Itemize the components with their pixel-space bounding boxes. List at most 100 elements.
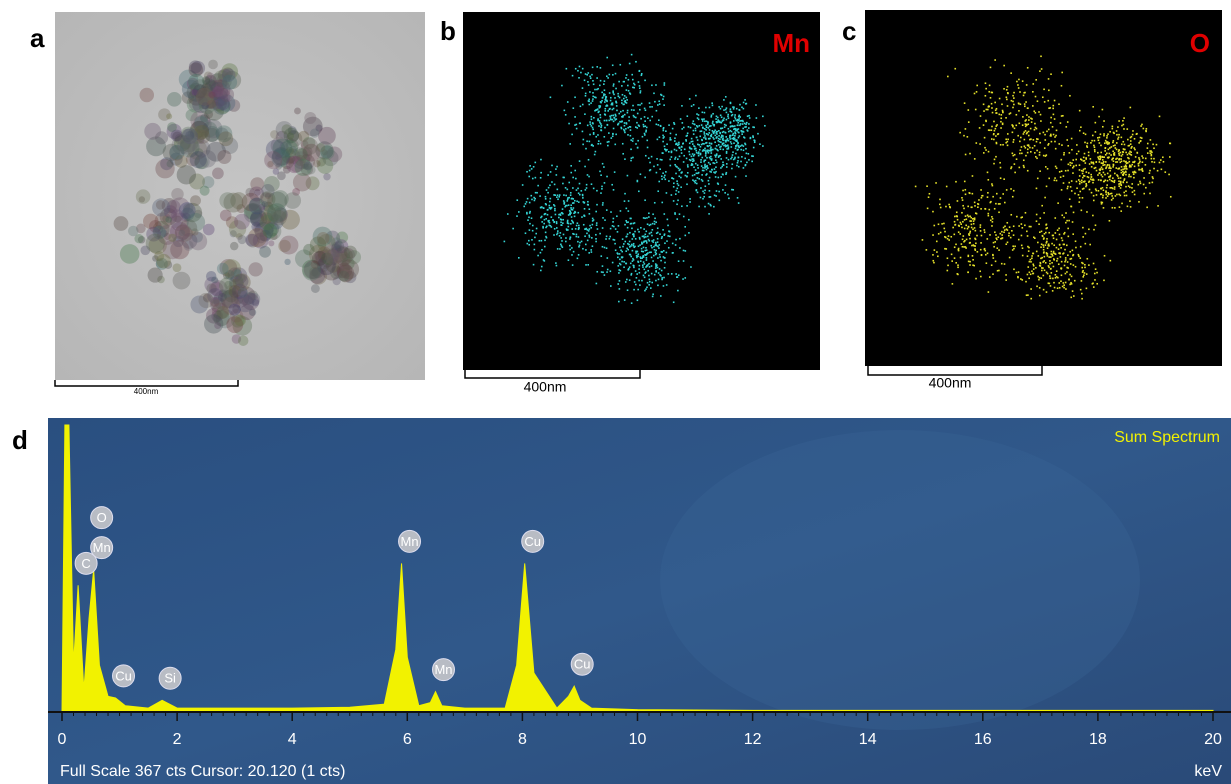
dot xyxy=(655,243,657,245)
dot xyxy=(915,186,917,188)
dot xyxy=(529,211,531,213)
dot xyxy=(593,188,595,190)
dot xyxy=(1088,264,1090,266)
dot xyxy=(994,130,996,132)
dot xyxy=(709,157,711,159)
dot xyxy=(668,230,670,232)
dot xyxy=(578,236,580,238)
dot xyxy=(631,228,633,230)
dot xyxy=(1071,258,1073,260)
dot xyxy=(1094,140,1096,142)
dot xyxy=(1043,212,1045,214)
dot xyxy=(643,126,645,128)
dot xyxy=(980,224,982,226)
dot xyxy=(639,244,641,246)
dot xyxy=(731,111,733,113)
dot xyxy=(1134,149,1136,151)
dot xyxy=(1168,174,1170,176)
dot xyxy=(708,213,710,215)
dot xyxy=(658,272,660,274)
dot xyxy=(1003,65,1005,67)
dot xyxy=(624,132,626,134)
dot xyxy=(1101,203,1103,205)
dot xyxy=(1132,191,1134,193)
dot xyxy=(617,257,619,259)
dot xyxy=(723,99,725,101)
dot xyxy=(1046,238,1048,240)
dot xyxy=(600,80,602,82)
dot xyxy=(674,213,676,215)
dot xyxy=(1035,96,1037,98)
dot xyxy=(1044,233,1046,235)
o-map xyxy=(865,10,1222,366)
dot xyxy=(996,142,998,144)
dot xyxy=(703,149,705,151)
dot xyxy=(971,227,973,229)
dot xyxy=(1103,133,1105,135)
dot xyxy=(681,205,683,207)
dot xyxy=(708,162,710,164)
dot xyxy=(720,146,722,148)
dot xyxy=(1170,143,1172,145)
dot xyxy=(1123,148,1125,150)
dot xyxy=(597,109,599,111)
dot xyxy=(579,66,581,68)
dot xyxy=(693,120,695,122)
dot xyxy=(621,128,623,130)
dot xyxy=(628,200,630,202)
dot xyxy=(532,230,534,232)
x-tick-label: 2 xyxy=(173,731,182,748)
particle xyxy=(235,315,246,326)
dot xyxy=(1109,179,1111,181)
dot xyxy=(623,104,625,106)
dot xyxy=(678,260,680,262)
dot xyxy=(735,133,737,135)
particle xyxy=(310,129,319,138)
dot xyxy=(627,110,629,112)
dot xyxy=(1106,141,1108,143)
dot xyxy=(531,168,533,170)
dot xyxy=(588,101,590,103)
dot xyxy=(733,142,735,144)
dot xyxy=(591,237,593,239)
dot xyxy=(646,127,648,129)
dot xyxy=(1134,194,1136,196)
dot xyxy=(629,92,631,94)
dot xyxy=(944,248,946,250)
dot xyxy=(1135,172,1137,174)
dot xyxy=(724,126,726,128)
dot xyxy=(1084,153,1086,155)
dot xyxy=(1034,152,1036,154)
dot xyxy=(1086,273,1088,275)
dot xyxy=(1113,140,1115,142)
dot xyxy=(679,213,681,215)
dot xyxy=(683,127,685,129)
dot xyxy=(643,235,645,237)
dot xyxy=(1169,156,1171,158)
dot xyxy=(1110,193,1112,195)
dot xyxy=(1003,88,1005,90)
element-label: O xyxy=(1190,28,1210,58)
dot xyxy=(703,137,705,139)
particle xyxy=(208,60,218,70)
dot xyxy=(676,276,678,278)
dot xyxy=(1143,184,1145,186)
dot xyxy=(640,118,642,120)
dot xyxy=(968,216,970,218)
dot xyxy=(743,131,745,133)
dot xyxy=(734,114,736,116)
dot xyxy=(738,166,740,168)
dot xyxy=(1030,288,1032,290)
dot xyxy=(998,236,1000,238)
dot xyxy=(630,126,632,128)
dot xyxy=(1107,133,1109,135)
dot xyxy=(1068,182,1070,184)
dot xyxy=(1091,166,1093,168)
dot xyxy=(737,197,739,199)
dot xyxy=(629,241,631,243)
dot xyxy=(529,212,531,214)
particle xyxy=(183,241,193,251)
dot xyxy=(1125,186,1127,188)
dot xyxy=(1124,149,1126,151)
dot xyxy=(640,173,642,175)
